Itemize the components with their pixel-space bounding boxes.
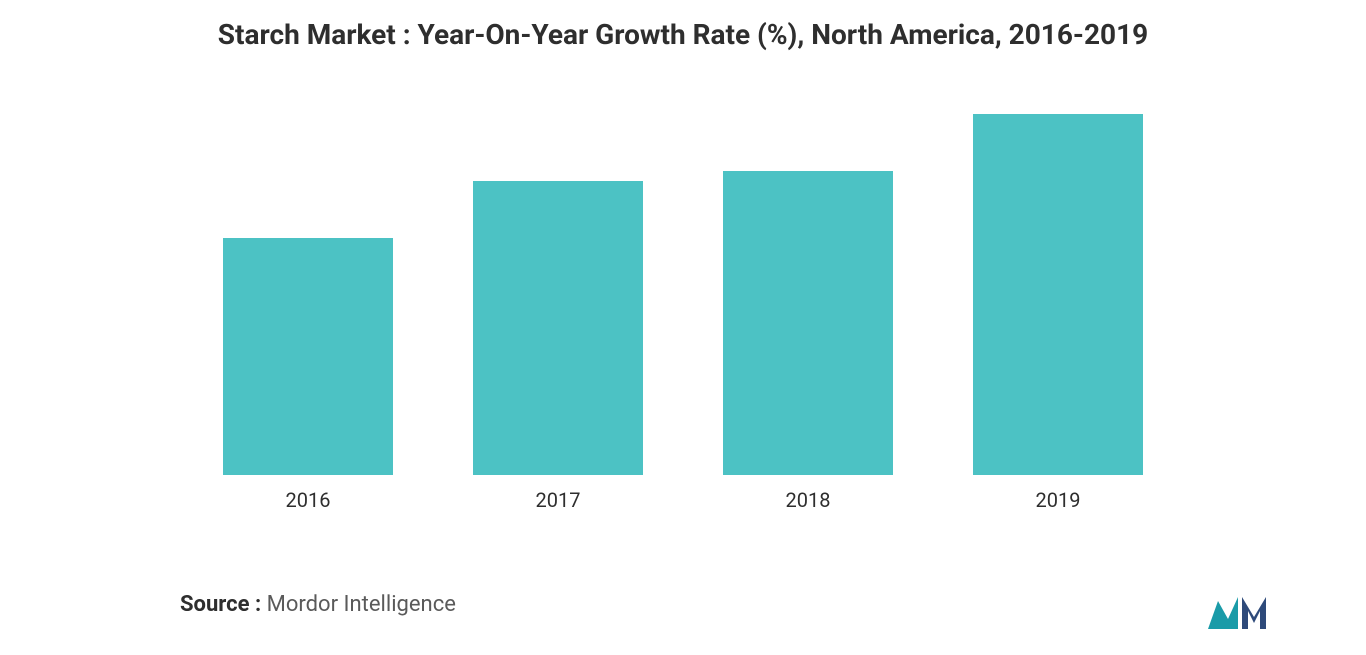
- source-footer: Source : Mordor Intelligence: [180, 592, 456, 617]
- source-label: Source :: [180, 592, 261, 617]
- chart-title: Starch Market : Year-On-Year Growth Rate…: [0, 0, 1366, 61]
- bar-group: [433, 181, 683, 476]
- x-axis-label: 2016: [286, 488, 331, 512]
- bar-2016: [223, 238, 393, 476]
- brand-logo-icon: [1206, 591, 1276, 633]
- source-text: Mordor Intelligence: [267, 592, 456, 617]
- bar-group: [683, 171, 933, 475]
- x-axis-label: 2019: [1036, 488, 1081, 512]
- x-axis-label: 2017: [536, 488, 581, 512]
- bar-group: [183, 238, 433, 476]
- x-axis-labels: 2016 2017 2018 2019: [183, 476, 1183, 512]
- bar-2019: [973, 114, 1143, 475]
- bar-2017: [473, 181, 643, 476]
- chart-area: 2016 2017 2018 2019: [183, 96, 1183, 516]
- bar-2018: [723, 171, 893, 475]
- bar-group: [933, 114, 1183, 475]
- bars-container: [183, 96, 1183, 476]
- x-axis-label: 2018: [786, 488, 831, 512]
